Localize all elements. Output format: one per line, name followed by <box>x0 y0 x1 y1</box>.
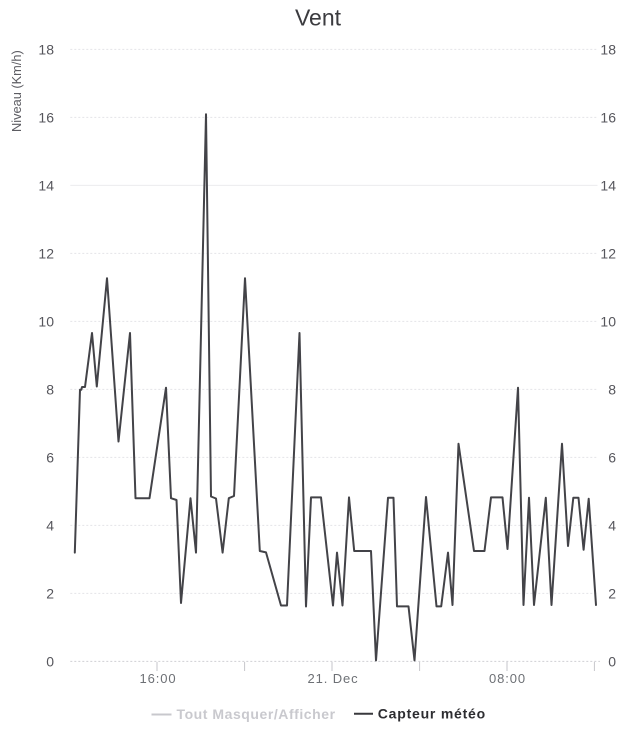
svg-text:2: 2 <box>46 585 54 601</box>
svg-text:Vent: Vent <box>295 5 342 31</box>
svg-text:12: 12 <box>38 245 54 261</box>
svg-text:10: 10 <box>38 313 54 329</box>
svg-text:4: 4 <box>46 517 54 533</box>
svg-text:4: 4 <box>608 517 616 533</box>
svg-text:6: 6 <box>608 449 616 465</box>
svg-text:12: 12 <box>600 245 616 261</box>
svg-text:8: 8 <box>46 381 54 397</box>
svg-text:16: 16 <box>38 109 54 125</box>
svg-text:18: 18 <box>600 41 616 57</box>
svg-text:16:00: 16:00 <box>139 671 176 686</box>
svg-text:0: 0 <box>46 653 54 669</box>
svg-text:18: 18 <box>38 41 54 57</box>
svg-text:21. Dec: 21. Dec <box>307 671 358 686</box>
svg-text:Capteur météo: Capteur météo <box>378 706 486 722</box>
svg-text:Tout Masquer/Afficher: Tout Masquer/Afficher <box>177 706 336 722</box>
svg-text:8: 8 <box>608 381 616 397</box>
svg-text:2: 2 <box>608 585 616 601</box>
svg-text:16: 16 <box>600 109 616 125</box>
svg-text:Niveau (Km/h): Niveau (Km/h) <box>9 50 24 132</box>
svg-text:10: 10 <box>600 313 616 329</box>
svg-text:14: 14 <box>38 177 54 193</box>
svg-text:14: 14 <box>600 177 616 193</box>
svg-text:6: 6 <box>46 449 54 465</box>
svg-text:0: 0 <box>608 653 616 669</box>
svg-text:08:00: 08:00 <box>489 671 526 686</box>
